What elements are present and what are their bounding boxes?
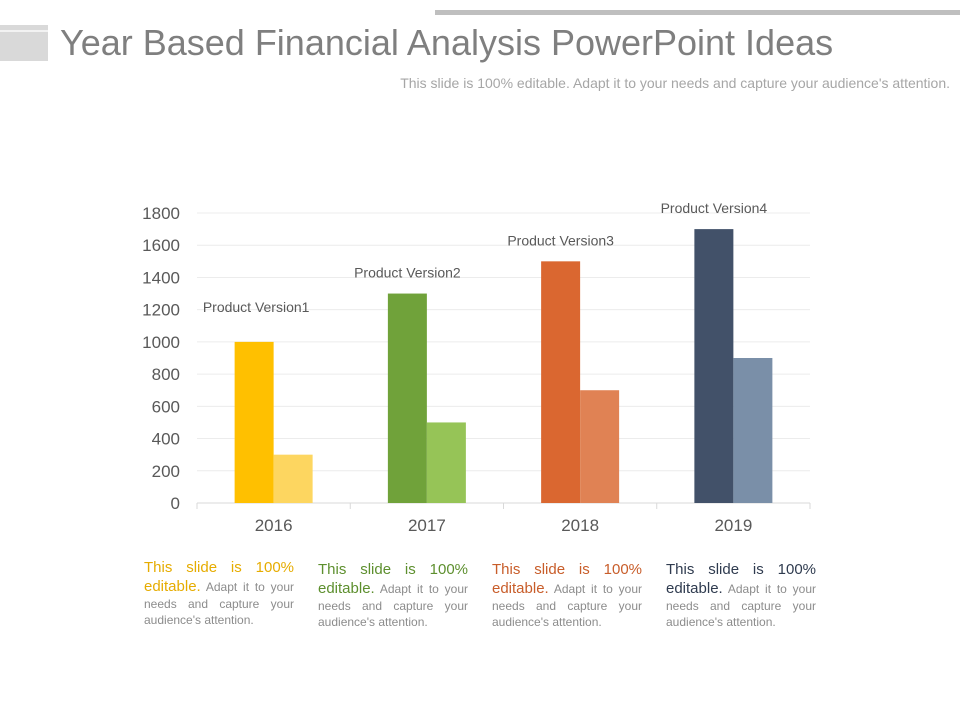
description-2017: This slide is 100% editable. Adapt it to… xyxy=(318,560,468,630)
description-rest: Adapt it to your needs and capture your … xyxy=(666,582,816,629)
y-tick-label: 1800 xyxy=(142,204,180,223)
decorative-header-bar xyxy=(0,25,48,61)
y-tick-label: 1400 xyxy=(142,268,180,287)
decorative-top-line xyxy=(435,10,960,15)
bar-primary xyxy=(234,341,274,503)
description-lead: This slide is 100% editable. xyxy=(492,561,642,597)
x-tick-label: 2018 xyxy=(561,516,599,535)
page-title: Year Based Financial Analysis PowerPoint… xyxy=(60,22,834,63)
page-subtitle: This slide is 100% editable. Adapt it to… xyxy=(400,75,950,91)
y-tick-label: 1200 xyxy=(142,301,180,320)
y-tick-label: 0 xyxy=(171,494,180,513)
y-tick-label: 1600 xyxy=(142,236,180,255)
y-tick-label: 600 xyxy=(152,397,180,416)
bar-primary xyxy=(387,293,427,503)
description-rest: Adapt it to your needs and capture your … xyxy=(492,582,642,629)
y-tick-label: 1000 xyxy=(142,333,180,352)
x-tick-label: 2016 xyxy=(255,516,293,535)
description-rest: Adapt it to your needs and capture your … xyxy=(144,580,294,627)
description-2019: This slide is 100% editable. Adapt it to… xyxy=(666,560,816,630)
description-rest: Adapt it to your needs and capture your … xyxy=(318,582,468,629)
bar-primary xyxy=(541,261,581,503)
description-2018: This slide is 100% editable. Adapt it to… xyxy=(492,560,642,630)
bar-label: Product Version3 xyxy=(507,232,614,248)
bar-secondary xyxy=(580,390,620,503)
bar-secondary xyxy=(733,358,773,503)
y-tick-label: 400 xyxy=(152,430,180,449)
description-lead: This slide is 100% editable. xyxy=(318,561,468,597)
description-lead: This slide is 100% editable. xyxy=(666,561,816,597)
bar-label: Product Version1 xyxy=(203,299,310,315)
y-tick-label: 800 xyxy=(152,365,180,384)
x-tick-label: 2017 xyxy=(408,516,446,535)
bar-secondary xyxy=(273,454,313,503)
y-tick-label: 200 xyxy=(152,462,180,481)
x-tick-label: 2019 xyxy=(714,516,752,535)
description-lead: This slide is 100% editable. xyxy=(144,559,294,595)
bar-secondary xyxy=(426,422,466,503)
bar-label: Product Version2 xyxy=(354,265,461,281)
description-2016: This slide is 100% editable. Adapt it to… xyxy=(144,558,294,628)
bar-label: Product Version4 xyxy=(661,200,768,216)
bar-primary xyxy=(694,229,734,503)
